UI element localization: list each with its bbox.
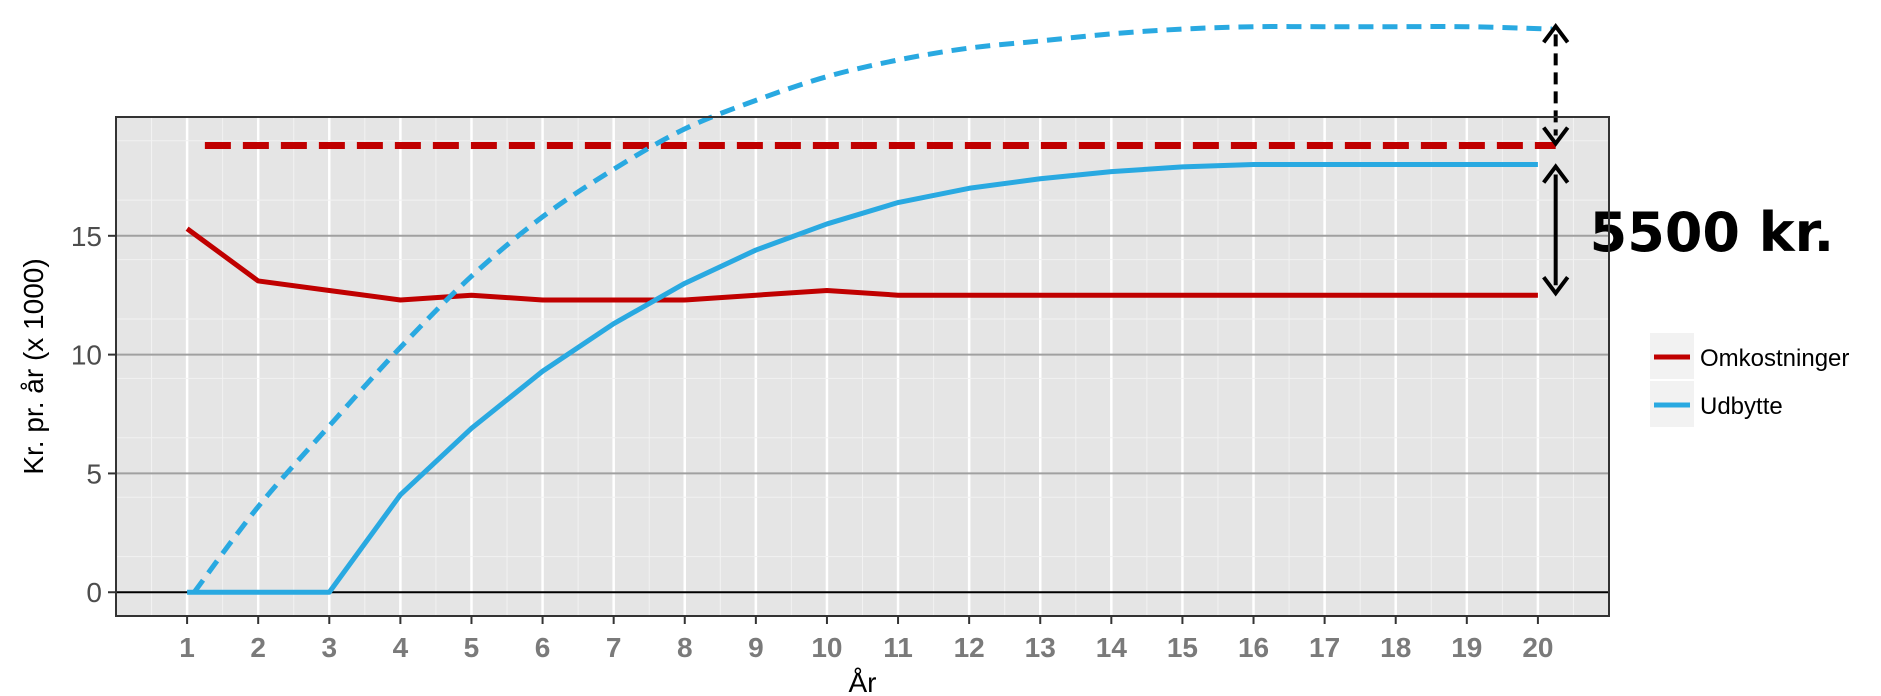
x-tick-label: 6 — [535, 632, 551, 663]
x-tick-label: 10 — [811, 632, 842, 663]
x-tick-label: 20 — [1522, 632, 1553, 663]
x-tick-label: 2 — [250, 632, 266, 663]
x-tick-label: 3 — [321, 632, 337, 663]
x-tick-label: 13 — [1025, 632, 1056, 663]
legend-label-omkostninger: Omkostninger — [1700, 345, 1849, 372]
x-tick-label: 19 — [1451, 632, 1482, 663]
plot-border — [115, 116, 1610, 617]
y-tick-label: 0 — [86, 577, 102, 608]
x-tick-label: 4 — [393, 632, 409, 663]
series-omkostninger-line — [185, 226, 1538, 303]
x-axis-title: År — [849, 667, 877, 696]
series-udbytte-line — [187, 162, 1538, 595]
x-tick-label: 11 — [883, 632, 913, 663]
legend-label-udbytte: Udbytte — [1700, 393, 1783, 420]
arrow-head-down — [1542, 126, 1570, 147]
x-tick-label: 16 — [1238, 632, 1269, 663]
x-tick-label: 17 — [1309, 632, 1340, 663]
x-tick-label: 15 — [1167, 632, 1198, 663]
x-tick-label: 9 — [748, 632, 764, 663]
arrow-head-up — [1542, 163, 1570, 184]
x-tick-label: 12 — [954, 632, 985, 663]
y-tick-label: 15 — [71, 221, 102, 252]
arrow-head-down — [1542, 276, 1570, 297]
y-axis-title: Kr. pr. år (x 1000) — [18, 258, 49, 474]
arrow-head-up — [1542, 22, 1570, 44]
x-tick-label: 14 — [1096, 632, 1128, 663]
x-tick-label: 18 — [1380, 632, 1411, 663]
x-tick-label: 8 — [677, 632, 693, 663]
x-tick-label: 7 — [606, 632, 622, 663]
x-tick-label: 1 — [179, 632, 195, 663]
y-tick-label: 5 — [86, 458, 102, 489]
y-tick-label: 10 — [71, 340, 102, 371]
x-tick-label: 5 — [464, 632, 480, 663]
difference-annotation: 5500 kr. — [1590, 201, 1834, 264]
